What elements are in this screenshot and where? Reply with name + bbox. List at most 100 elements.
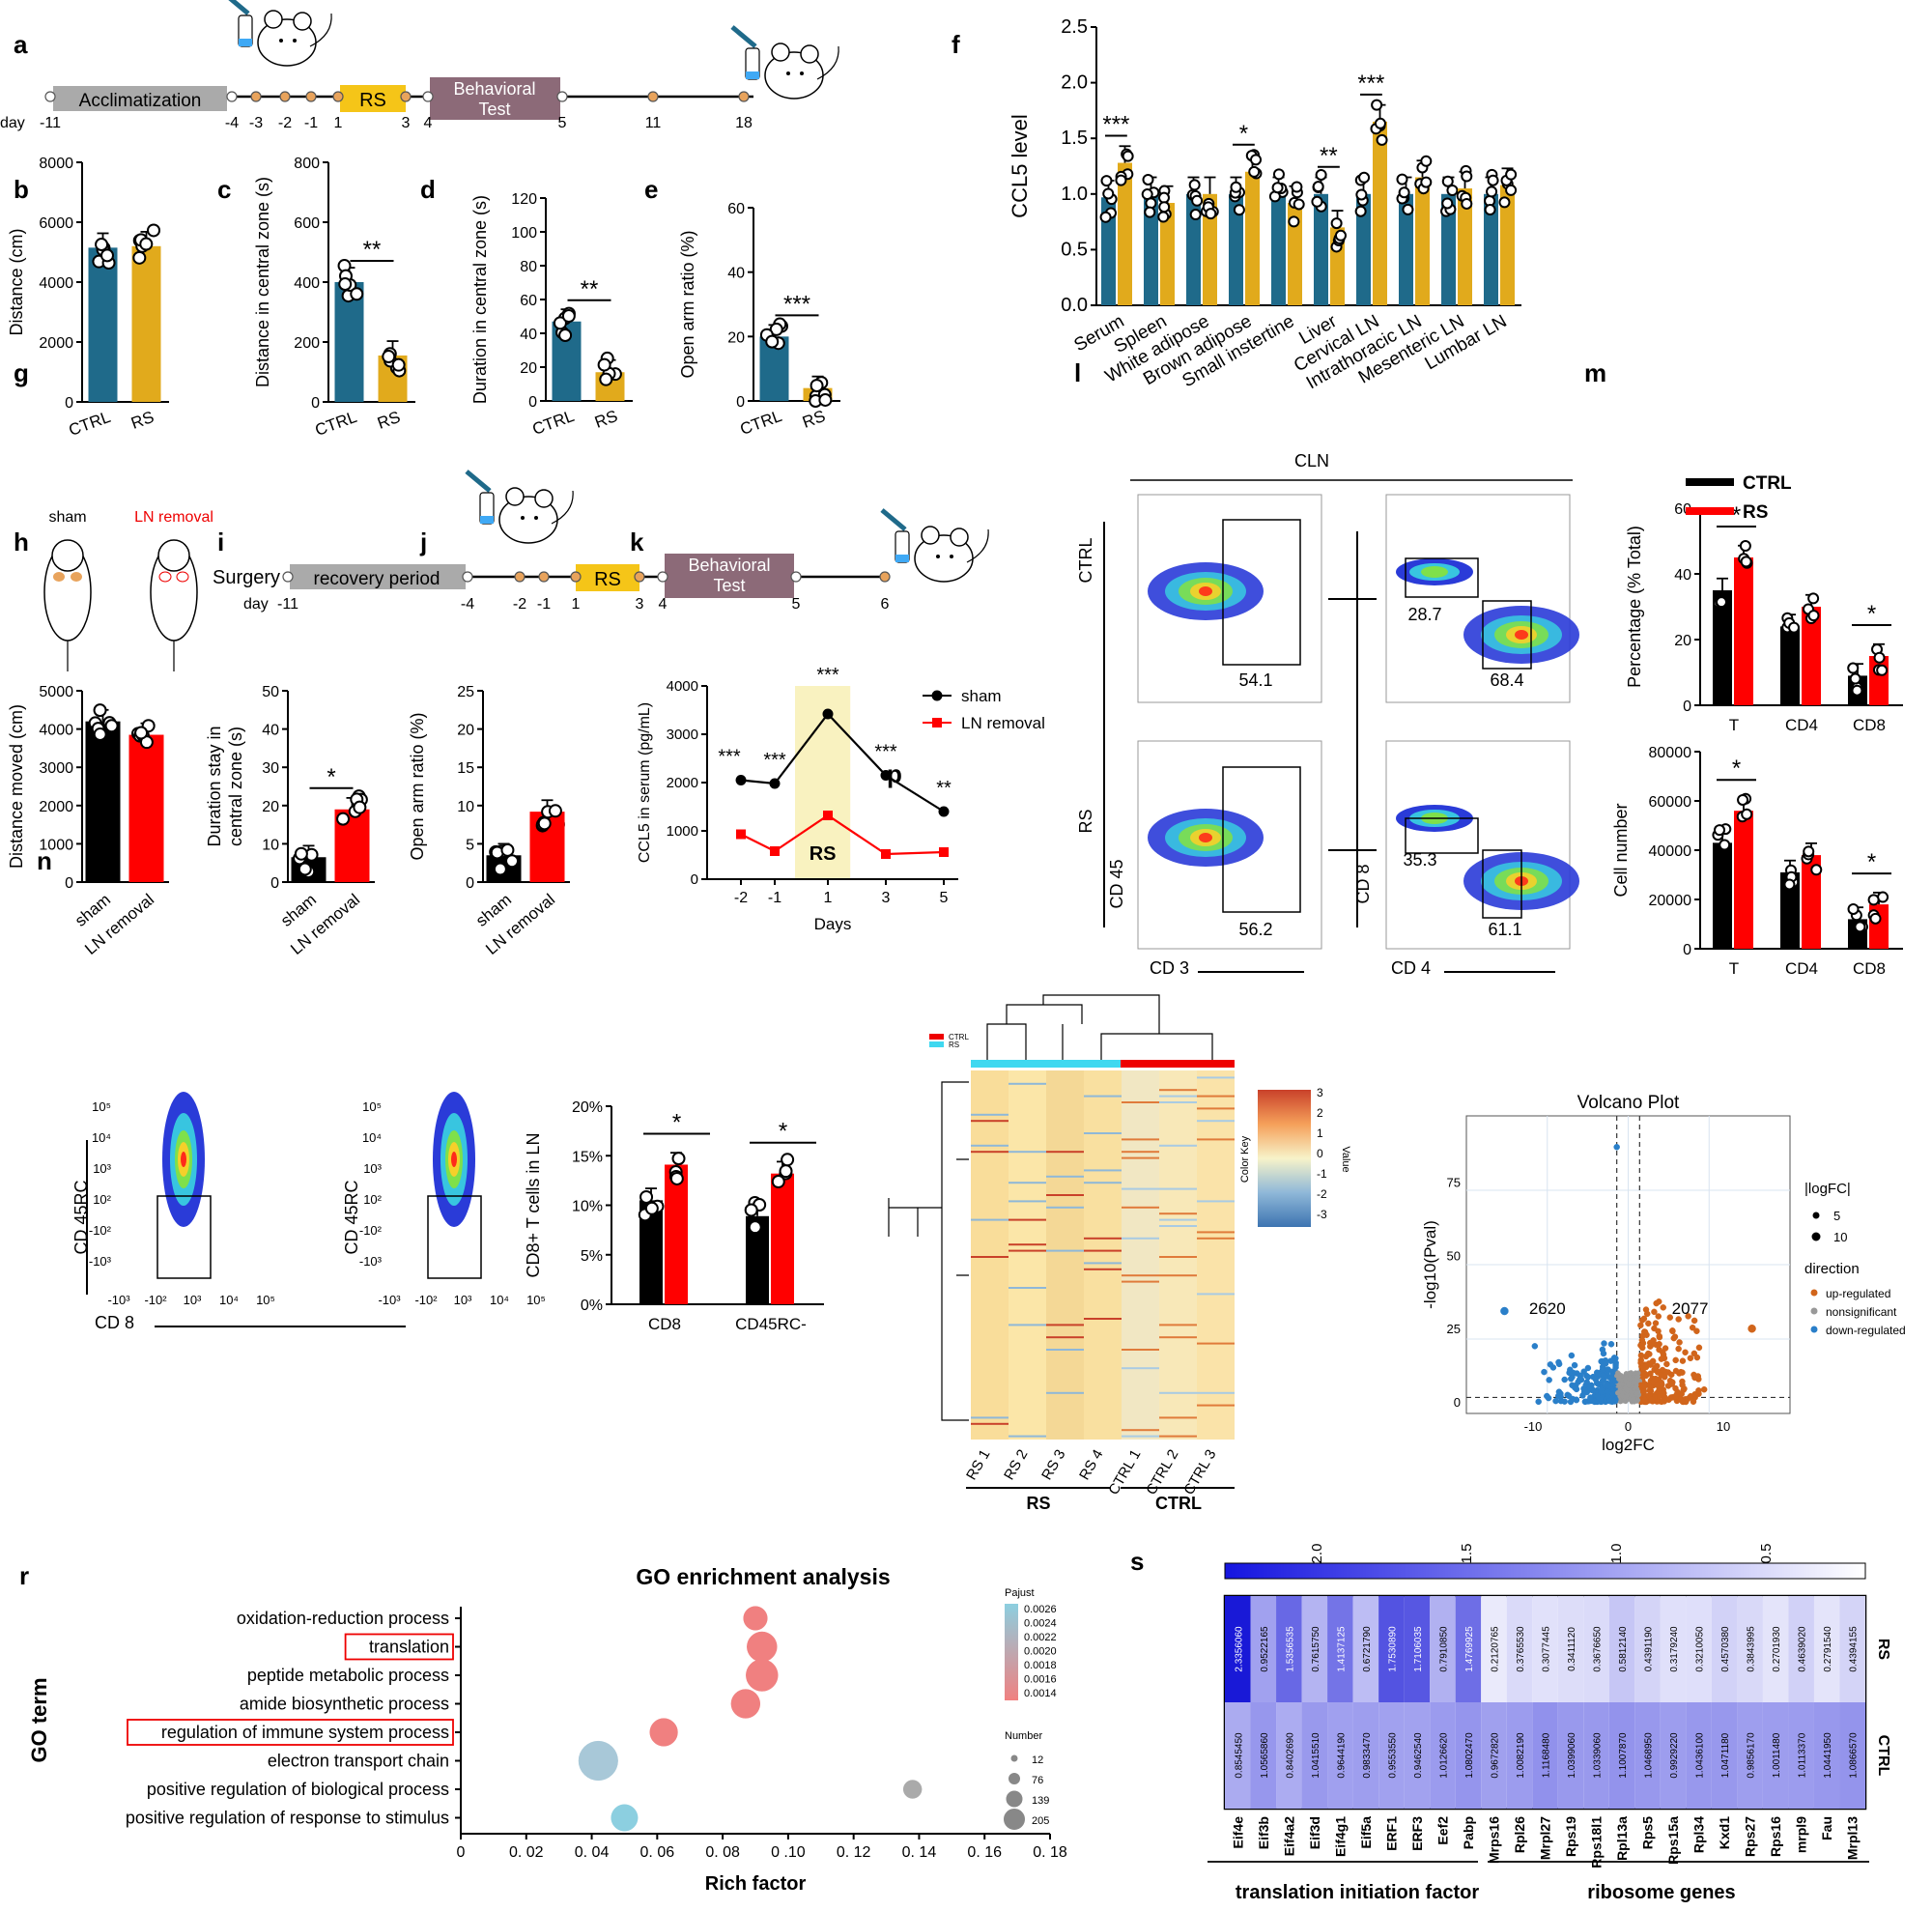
group-bar-ctrl [1121,1060,1235,1068]
color-key-value-label: Value [1340,1146,1351,1172]
sig-marker-f: *** [1102,112,1129,138]
pajust-tick: 0.0016 [1024,1674,1057,1686]
volcano-point-up [1690,1350,1698,1357]
legend-label-k-1: LN removal [961,714,1045,732]
go-term-label-3: amide biosynthetic process [240,1695,449,1714]
go-xtick-label: 0. 08 [705,1844,740,1861]
data-point-b [100,248,115,263]
series-point-k [939,847,949,857]
s-cell-rs-12 [1532,1596,1558,1702]
data-point-f [1293,198,1305,211]
data-point-f [1486,185,1498,198]
data-point-f [1188,179,1201,191]
number-marker [1009,1773,1020,1784]
volcano-point-up [1689,1324,1696,1331]
x-tick-label-c: CTRL [313,408,359,440]
s-gene-label-24: Mrpl13 [1845,1816,1861,1860]
timeline-a-dot [279,91,291,102]
data-point-f [1191,194,1204,207]
y-tick-label-o: 10% [572,1199,603,1215]
heatmap-stripe [1197,1404,1235,1407]
go-term-label-5: electron transport chain [268,1752,449,1771]
data-point-h [134,726,149,740]
volcano-point-ns [1615,1390,1621,1396]
y-axis-label-c: Distance in central zone (s) [253,177,272,387]
s-value-rs-21: 0.2701930 [1772,1626,1782,1672]
heatmap-stripe [1009,1218,1046,1221]
s-gene-label-21: Rps16 [1768,1816,1783,1857]
volcano-point-up [1646,1351,1653,1357]
data-point-j [505,854,520,869]
volcano-point-down [1555,1360,1563,1368]
data-point-f [1355,188,1368,201]
ln-removal-label: LN removal [134,509,213,526]
flow-n-ytick: 10⁴ [362,1130,382,1145]
data-point-m1 [1851,684,1863,697]
data-point-f [1441,175,1454,187]
pajust-bar [1005,1604,1018,1700]
s-cell-ctrl-3 [1301,1702,1328,1809]
data-point-m2 [1719,839,1731,851]
y-tick-label-m1: 40 [1674,567,1691,584]
data-point-f [1142,173,1154,185]
heatmap-stripe [1009,1249,1046,1252]
color-key-label: Color Key [1239,1135,1251,1183]
go-term-label-7: positive regulation of response to stimu… [126,1809,449,1828]
number-marker [1010,1754,1018,1762]
s-value-ctrl-15: 1.1007870 [1618,1732,1629,1779]
s-cell-ctrl-10 [1481,1702,1507,1809]
timeline-g-tick-4: 1 [572,596,581,613]
timeline-g-tick-3: -1 [537,596,551,613]
heatmap-stripe [1009,1082,1046,1085]
heatmap-stripe [1159,1416,1197,1419]
gate-box-n [156,1195,212,1279]
volcano-point-up [1637,1322,1644,1329]
heatmap-stripe [1122,1435,1159,1438]
volcano-point-up [1693,1327,1700,1334]
data-point-m2 [1803,845,1815,858]
flow-y-label-1: CD 45 [1107,859,1126,908]
y-tick-label-f: 2.5 [1061,16,1088,38]
color-key-tick: 2 [1317,1106,1323,1120]
behavioral-label-g-1: Behavioral [688,556,770,575]
volcano-point-down [1594,1392,1602,1400]
gate-box-n [427,1195,482,1279]
mouse-ln-removal-icon [150,539,198,671]
heatmap-column [1159,1070,1197,1440]
data-point-f [1498,196,1511,209]
y-tick-label-m2: 60000 [1649,794,1692,811]
y-tick-label-h: 5000 [39,684,73,700]
volcano-dir-marker [1810,1289,1818,1297]
recovery-label: recovery period [314,569,440,589]
s-gene-label-15: Rpl13a [1614,1816,1630,1861]
s-cell-rs-9 [1455,1596,1482,1702]
volcano-point-down [1561,1398,1568,1405]
go-xtick-label: 0 .10 [771,1844,806,1861]
volcano-point-down [1607,1357,1614,1364]
bar-b-0-0 [88,247,118,402]
y-tick-label-j: 15 [457,760,474,777]
x-tick-label-c: RS [375,408,403,433]
s-cell-rs-4 [1327,1596,1353,1702]
legend-swatch-p-ctrl [929,1034,944,1040]
timeline-g-dot [790,571,802,583]
series-point-k [881,849,891,859]
timeline-g-tick-2: -2 [513,596,526,613]
flow-n-ytick: 10⁵ [92,1099,111,1114]
go-term-highlight-box [127,1719,454,1746]
s-cell-rs-2 [1276,1596,1302,1702]
data-point-f [1248,165,1261,178]
timeline-a-dot [44,91,56,102]
s-value-ctrl-5: 0.9833470 [1362,1732,1373,1779]
data-point-o [748,1220,762,1235]
s-value-ctrl-20: 0.9856170 [1747,1732,1757,1779]
heatmap-stripe [1197,1342,1235,1345]
s-value-ctrl-16: 1.0468950 [1644,1732,1655,1779]
s-value-rs-0: 2.3356060 [1234,1626,1244,1672]
heatmap-stripe [1009,1435,1046,1438]
timeline-a-dot [422,91,434,102]
volcano-point-up [1658,1372,1664,1379]
s-value-ctrl-6: 0.9553550 [1387,1732,1398,1779]
go-bubble-4 [649,1718,678,1747]
heatmap-stripe [1009,1182,1046,1184]
